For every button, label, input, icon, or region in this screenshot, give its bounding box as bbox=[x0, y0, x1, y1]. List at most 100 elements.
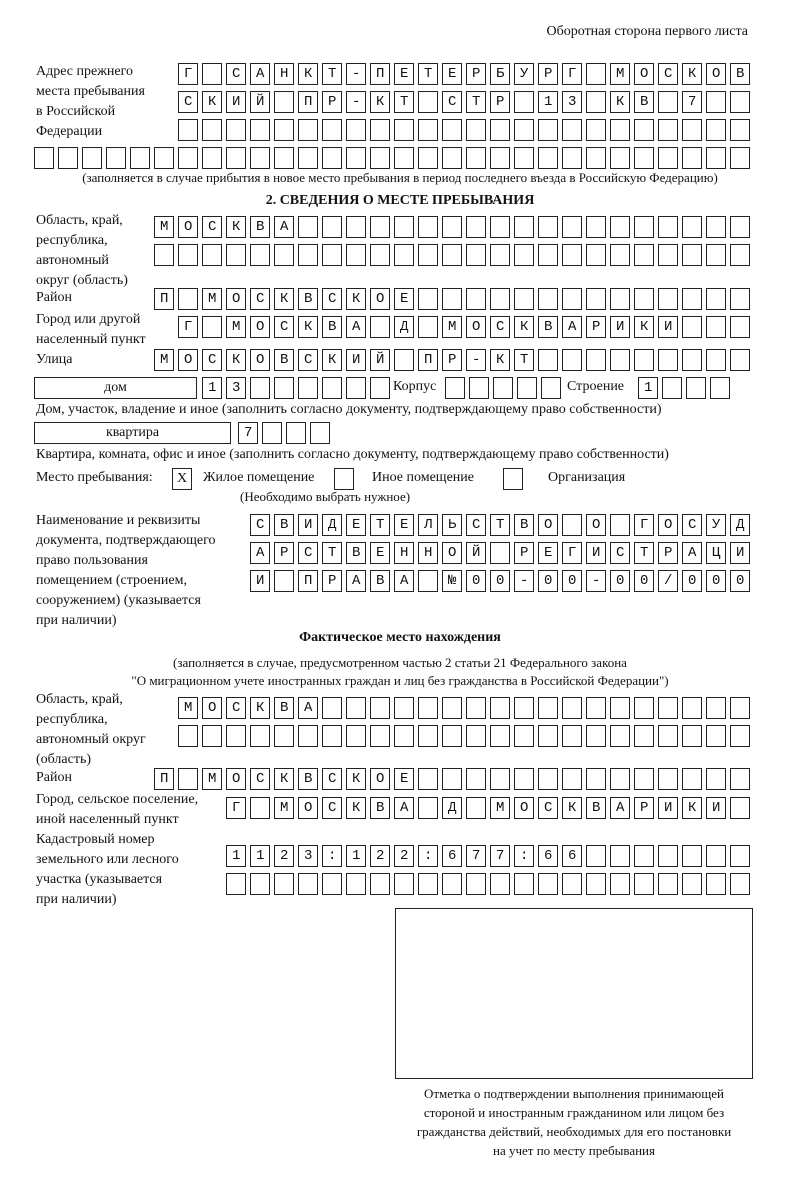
char-cell[interactable] bbox=[346, 316, 366, 338]
char-cell[interactable] bbox=[202, 147, 222, 169]
char-cell[interactable] bbox=[322, 147, 342, 169]
char-cell[interactable] bbox=[202, 377, 222, 399]
char-cell[interactable] bbox=[322, 542, 342, 564]
char-cell[interactable] bbox=[202, 216, 222, 238]
char-cell[interactable] bbox=[490, 797, 510, 819]
char-cell[interactable] bbox=[658, 349, 678, 371]
char-cell[interactable] bbox=[418, 216, 438, 238]
char-cell[interactable] bbox=[638, 377, 658, 399]
char-cell[interactable] bbox=[658, 542, 678, 564]
char-cell[interactable] bbox=[298, 514, 318, 536]
char-cell[interactable] bbox=[226, 349, 246, 371]
char-cell[interactable] bbox=[274, 119, 294, 141]
char-cell[interactable] bbox=[370, 119, 390, 141]
char-cell[interactable] bbox=[514, 697, 534, 719]
char-cell[interactable] bbox=[274, 63, 294, 85]
char-cell[interactable] bbox=[442, 797, 462, 819]
char-cell[interactable] bbox=[586, 288, 606, 310]
char-cell[interactable] bbox=[298, 845, 318, 867]
char-cell[interactable] bbox=[562, 147, 582, 169]
char-cell[interactable] bbox=[682, 119, 702, 141]
char-cell[interactable] bbox=[586, 725, 606, 747]
char-cell[interactable] bbox=[562, 244, 582, 266]
char-cell[interactable] bbox=[298, 91, 318, 113]
char-cell[interactable] bbox=[658, 91, 678, 113]
char-cell[interactable] bbox=[442, 288, 462, 310]
char-cell[interactable] bbox=[706, 514, 726, 536]
char-cell[interactable] bbox=[394, 244, 414, 266]
char-cell[interactable] bbox=[706, 845, 726, 867]
char-cell[interactable] bbox=[469, 377, 489, 399]
char-cell[interactable] bbox=[586, 570, 606, 592]
char-cell[interactable] bbox=[730, 316, 750, 338]
char-cell[interactable] bbox=[154, 768, 174, 790]
char-cell[interactable] bbox=[274, 725, 294, 747]
char-cell[interactable] bbox=[322, 845, 342, 867]
char-cell[interactable] bbox=[298, 288, 318, 310]
char-cell[interactable] bbox=[130, 147, 150, 169]
char-cell[interactable] bbox=[418, 316, 438, 338]
char-cell[interactable] bbox=[466, 797, 486, 819]
char-cell[interactable] bbox=[730, 91, 750, 113]
char-cell[interactable] bbox=[322, 570, 342, 592]
char-cell[interactable] bbox=[418, 797, 438, 819]
char-cell[interactable] bbox=[562, 349, 582, 371]
char-cell[interactable] bbox=[586, 697, 606, 719]
char-cell[interactable] bbox=[298, 768, 318, 790]
char-cell[interactable] bbox=[658, 697, 678, 719]
char-cell[interactable] bbox=[514, 316, 534, 338]
char-cell[interactable] bbox=[490, 845, 510, 867]
char-cell[interactable] bbox=[298, 216, 318, 238]
char-cell[interactable] bbox=[238, 422, 258, 444]
char-cell[interactable] bbox=[298, 119, 318, 141]
char-cell[interactable] bbox=[394, 63, 414, 85]
char-cell[interactable] bbox=[682, 316, 702, 338]
apartment-number-field[interactable] bbox=[238, 422, 334, 444]
char-cell[interactable] bbox=[514, 63, 534, 85]
char-cell[interactable] bbox=[634, 768, 654, 790]
char-cell[interactable] bbox=[634, 244, 654, 266]
char-cell[interactable] bbox=[490, 91, 510, 113]
char-cell[interactable] bbox=[346, 570, 366, 592]
char-cell[interactable] bbox=[370, 244, 390, 266]
char-cell[interactable] bbox=[706, 147, 726, 169]
char-cell[interactable] bbox=[538, 349, 558, 371]
char-cell[interactable] bbox=[418, 768, 438, 790]
char-cell[interactable] bbox=[202, 725, 222, 747]
char-cell[interactable] bbox=[658, 873, 678, 895]
char-cell[interactable] bbox=[442, 349, 462, 371]
char-cell[interactable] bbox=[730, 768, 750, 790]
char-cell[interactable] bbox=[346, 119, 366, 141]
char-cell[interactable] bbox=[586, 91, 606, 113]
char-cell[interactable] bbox=[154, 147, 174, 169]
char-cell[interactable] bbox=[538, 542, 558, 564]
char-cell[interactable] bbox=[490, 697, 510, 719]
char-cell[interactable] bbox=[634, 514, 654, 536]
char-cell[interactable] bbox=[394, 797, 414, 819]
char-cell[interactable] bbox=[178, 349, 198, 371]
char-cell[interactable] bbox=[466, 216, 486, 238]
char-cell[interactable] bbox=[154, 244, 174, 266]
char-cell[interactable] bbox=[274, 216, 294, 238]
char-cell[interactable] bbox=[562, 514, 582, 536]
char-cell[interactable] bbox=[658, 147, 678, 169]
char-cell[interactable] bbox=[634, 797, 654, 819]
char-cell[interactable] bbox=[538, 725, 558, 747]
char-cell[interactable] bbox=[298, 244, 318, 266]
char-cell[interactable] bbox=[418, 91, 438, 113]
char-cell[interactable] bbox=[322, 697, 342, 719]
char-cell[interactable] bbox=[226, 119, 246, 141]
char-cell[interactable] bbox=[514, 91, 534, 113]
char-cell[interactable] bbox=[322, 216, 342, 238]
char-cell[interactable] bbox=[322, 725, 342, 747]
char-cell[interactable] bbox=[250, 725, 270, 747]
char-cell[interactable] bbox=[178, 119, 198, 141]
char-cell[interactable] bbox=[514, 542, 534, 564]
char-cell[interactable] bbox=[346, 873, 366, 895]
char-cell[interactable] bbox=[250, 63, 270, 85]
char-cell[interactable] bbox=[562, 288, 582, 310]
char-cell[interactable] bbox=[662, 377, 682, 399]
char-cell[interactable] bbox=[682, 244, 702, 266]
char-cell[interactable] bbox=[517, 377, 537, 399]
char-cell[interactable] bbox=[250, 147, 270, 169]
